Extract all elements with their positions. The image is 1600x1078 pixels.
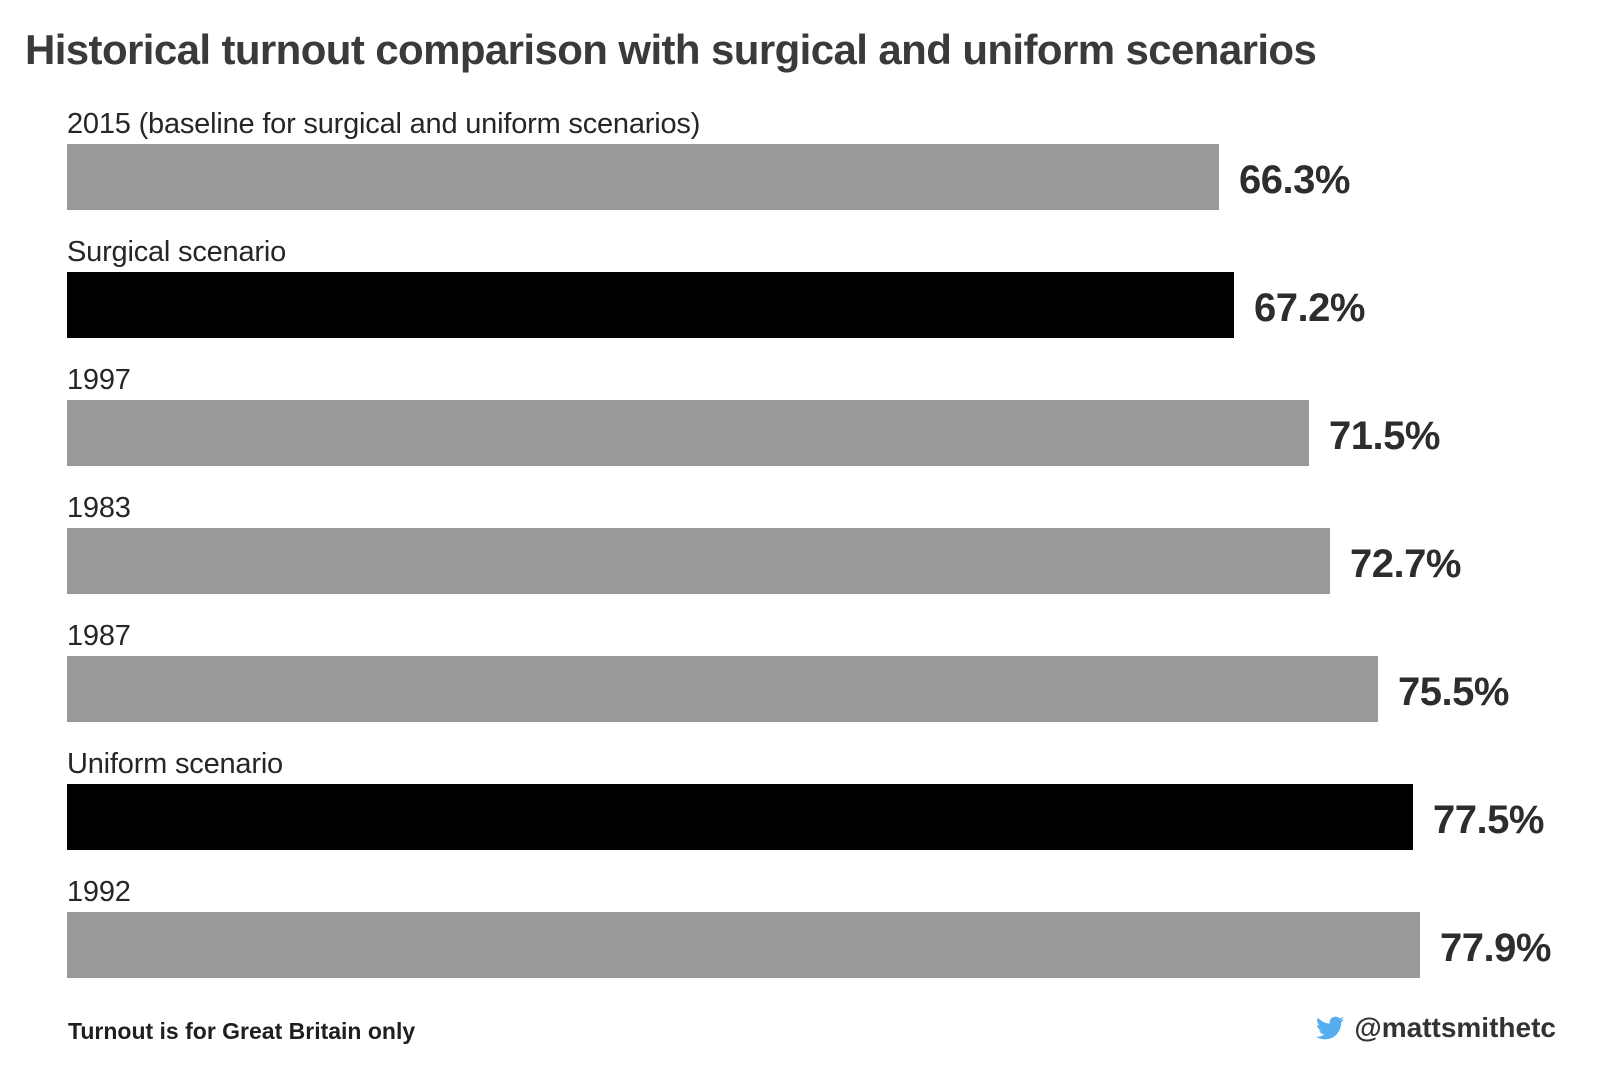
bar-label: 2015 (baseline for surgical and uniform … — [67, 108, 701, 140]
bar-value-label: 66.3% — [1239, 157, 1350, 202]
bar — [67, 400, 1309, 466]
bar-track: 77.5% — [67, 784, 1577, 850]
bar-value-label: 75.5% — [1398, 669, 1509, 714]
bar-track: 71.5% — [67, 400, 1577, 466]
bar — [67, 272, 1234, 338]
bar-value-label: 77.9% — [1440, 925, 1551, 970]
bar-label: Uniform scenario — [67, 748, 283, 780]
bar-track: 77.9% — [67, 912, 1577, 978]
bar-label: Surgical scenario — [67, 236, 287, 268]
bar — [67, 656, 1378, 722]
bar-track: 67.2% — [67, 272, 1577, 338]
bar-label: 1992 — [67, 876, 131, 908]
bar-track: 75.5% — [67, 656, 1577, 722]
bar-track: 72.7% — [67, 528, 1577, 594]
bar-label: 1997 — [67, 364, 131, 396]
bar-value-label: 71.5% — [1329, 413, 1440, 458]
chart-row: 1987 75.5% — [67, 616, 1577, 722]
chart-row: 1997 71.5% — [67, 360, 1577, 466]
bar-track: 66.3% — [67, 144, 1577, 210]
bar — [67, 528, 1330, 594]
bar — [67, 144, 1219, 210]
bar-value-label: 72.7% — [1350, 541, 1461, 586]
chart-row: 1983 72.7% — [67, 488, 1577, 594]
bar-value-label: 67.2% — [1254, 285, 1365, 330]
chart-row: 2015 (baseline for surgical and uniform … — [67, 104, 1577, 210]
chart-title: Historical turnout comparison with surgi… — [25, 26, 1317, 73]
chart-caption: Turnout is for Great Britain only — [68, 1018, 416, 1044]
chart-row: Uniform scenario 77.5% — [67, 744, 1577, 850]
twitter-bird-icon — [1316, 1016, 1345, 1040]
bar-label: 1983 — [67, 492, 131, 524]
chart-row: 1992 77.9% — [67, 872, 1577, 978]
twitter-handle: @mattsmithetc — [1354, 1012, 1556, 1043]
chart-row: Surgical scenario 67.2% — [67, 232, 1577, 338]
bar-chart: 2015 (baseline for surgical and uniform … — [67, 104, 1577, 1000]
bar-label: 1987 — [67, 620, 131, 652]
bar-value-label: 77.5% — [1433, 797, 1544, 842]
bar — [67, 784, 1413, 850]
bar — [67, 912, 1420, 978]
attribution: @mattsmithetc — [1313, 1012, 1556, 1044]
